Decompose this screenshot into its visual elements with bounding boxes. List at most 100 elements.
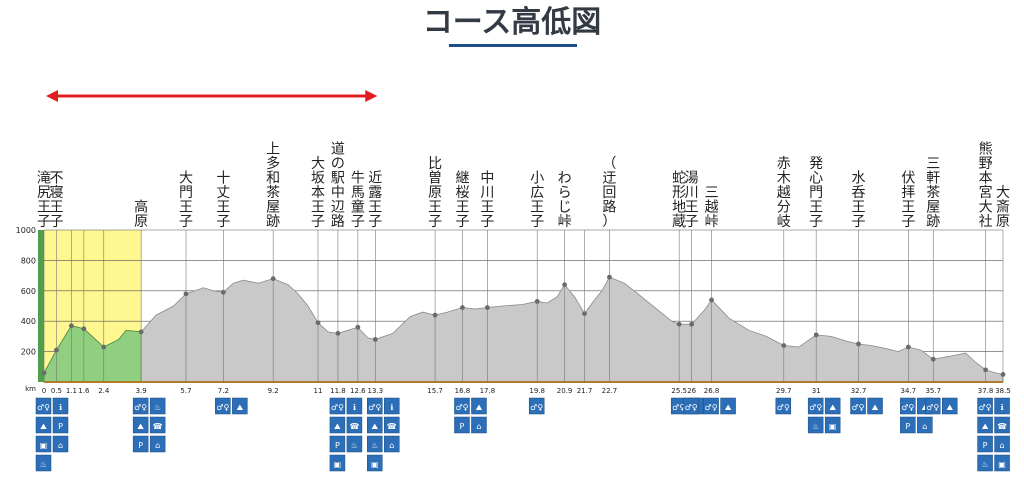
landmark-point [355,324,361,330]
shelter-icon [994,435,1010,453]
km-label: 26 [687,387,696,395]
landmark-name: 比曽原王子 [428,156,442,230]
km-label: 11.8 [330,387,346,395]
km-label: 16.8 [455,387,471,395]
parking-icon [52,416,69,434]
trail-icon-glyph: ⛰ [236,403,243,412]
shelter-icon-glyph: ⌂ [155,441,160,450]
landmark-point [484,305,490,310]
landmark-name: 三越峠 [705,185,719,230]
landmark-point [582,311,587,316]
landmark-name: 三軒茶屋跡 [926,156,940,230]
km-label: 34.7 [901,387,917,395]
vending-icon [994,454,1010,472]
landmark-point [335,330,341,336]
km-label: 0 [42,387,46,395]
landmark-name: 水呑王子 [852,171,866,231]
information-icon-glyph: ℹ [390,403,393,412]
trail-icon-glyph: ⛰ [982,422,989,431]
parking-icon [132,435,149,453]
km-label: 20.9 [557,387,573,395]
toilet-icon [703,397,719,415]
restaurant-icon [35,454,52,472]
km-label: 37.8 [978,387,994,395]
landmark-name: 上多和茶屋跡 [266,142,280,231]
shelter-icon-glyph: ⌂ [58,441,63,450]
km-label: 29.7 [776,387,792,395]
landmark-name: 継桜王子 [455,171,469,231]
landmark-point [41,370,47,376]
landmark-point [709,297,714,303]
page-title: コース高低図 [422,5,602,40]
landmark-name: 牛馬童子 [351,171,365,231]
shelter-icon-glyph: ⌂ [1000,441,1005,450]
shelter-icon-glyph: ⌂ [922,422,927,431]
restaurant-icon-glyph: ♨ [812,422,819,431]
km-label: 7.2 [218,387,229,395]
landmark-name: 滝尻王子 [37,171,51,231]
km-label: 21.7 [577,387,593,395]
toilet-icon [35,397,52,415]
restaurant-icon [346,435,363,453]
toilet-icon-glyph: ♂♀ [37,403,50,412]
vending-icon-glyph: ▣ [829,422,837,431]
y-tick-label: 400 [21,317,36,326]
vending-icon-glyph: ▣ [998,460,1006,469]
km-label: 38.5 [995,387,1011,395]
parking-icon [900,416,916,434]
range-arrow-right-head [365,90,378,102]
trail-icon [471,397,487,415]
toilet-icon-glyph: ♂♀ [672,403,685,412]
trail-icon [232,397,248,415]
toilet-icon [977,397,993,415]
toilet-icon-glyph: ♂♀ [901,403,914,412]
trail-icon [367,416,383,434]
km-label: 0.5 [51,387,62,395]
km-label: 1.6 [78,387,90,395]
parking-icon-glyph: P [58,422,63,431]
restaurant-icon [367,435,383,453]
shelter-icon [52,435,69,453]
landmark-name: 高原 [134,199,148,231]
toilet-icon-glyph: ♂♀ [809,403,822,412]
landmark-point [101,344,107,350]
landmark-name: 十丈王子 [216,171,230,231]
trail-icon-glyph: ⛰ [476,403,483,412]
trail-icon [942,397,958,415]
toilet-icon [925,397,941,415]
restaurant-icon-glyph: ♨ [981,460,988,469]
vending-icon-glyph: ▣ [40,441,48,450]
restaurant-icon-glyph: ♨ [371,441,378,450]
toilet-icon [329,397,346,415]
km-label: 22.7 [602,387,618,395]
landmark-point [676,321,682,327]
landmark-name: 赤木越分岐 [777,156,791,230]
trail-icon-glyph: ⛰ [137,422,144,431]
trail-icon [35,416,52,434]
shelter-icon [471,416,487,434]
landmark-point [220,289,226,295]
trail-icon [977,416,993,434]
landmark-point [138,329,144,335]
shelter-icon [384,435,400,453]
trail-icon [867,397,883,415]
information-icon [52,397,69,415]
km-label: 9.2 [268,387,279,395]
toilet-icon-glyph: ♂♀ [216,403,229,412]
parking-icon-glyph: P [460,422,465,431]
landmark-point [689,321,695,327]
shelter-icon [149,435,166,453]
toilet-icon-glyph: ♂♀ [852,403,865,412]
trail-icon-glyph: ⛰ [725,403,732,412]
toilet-icon-glyph: ♂♀ [926,403,939,412]
landmark-point [856,341,861,347]
title-underline [449,44,577,47]
phone-icon [384,416,400,434]
parking-icon [454,416,470,434]
landmark-point [534,299,540,304]
landmark-name: 不寝王子 [49,171,63,231]
landmark-name: 熊野本宮大社 [979,142,993,231]
parking-icon [977,435,993,453]
landmark-name: 大坂本王子 [311,156,325,230]
restaurant-icon-glyph: ♨ [40,460,47,469]
